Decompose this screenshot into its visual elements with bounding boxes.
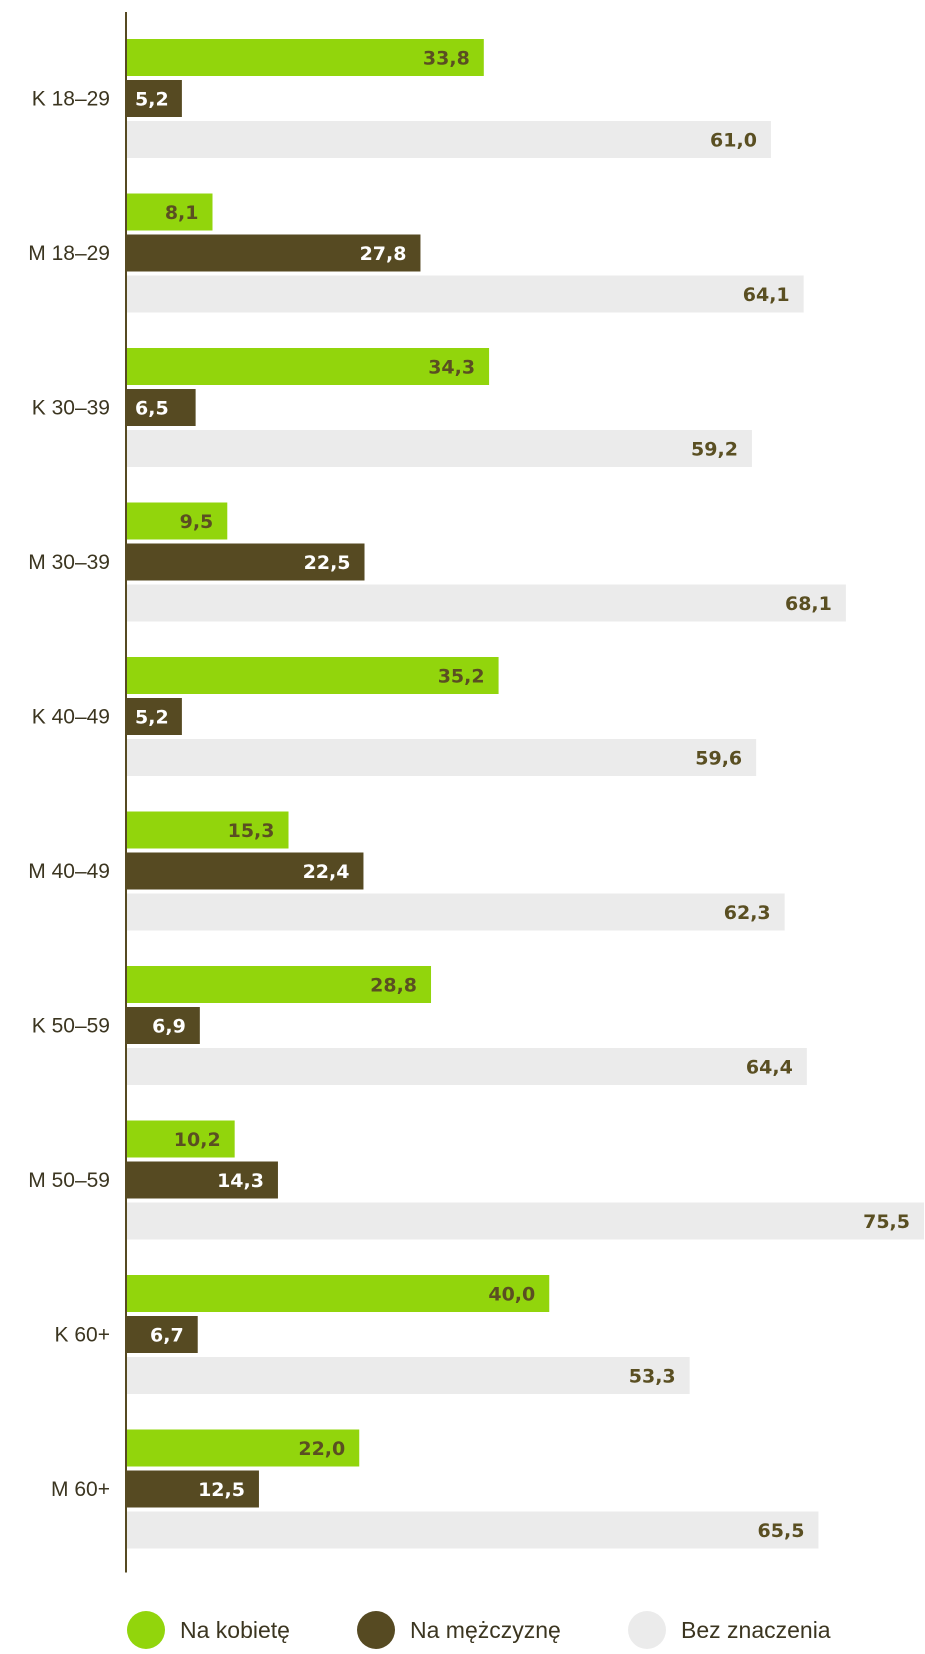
value-label-na-mężczyznę-5: 22,4 [303, 861, 350, 883]
bar-na-mężczyznę-5 [127, 852, 364, 890]
value-label-na-mężczyznę-8: 6,7 [150, 1325, 184, 1347]
category-label-9: M 60+ [51, 1478, 110, 1501]
bar-na-mężczyznę-6 [127, 1007, 200, 1044]
value-label-bez-znaczenia-2: 59,2 [691, 439, 738, 461]
legend-marker-bez-znaczenia [628, 1611, 666, 1649]
bar-na-kobietę-6 [127, 966, 432, 1003]
bar-bez-znaczenia-9 [127, 1511, 819, 1549]
category-label-8: K 60+ [55, 1324, 110, 1347]
bar-bez-znaczenia-8 [127, 1357, 690, 1394]
value-label-bez-znaczenia-6: 64,4 [746, 1057, 793, 1079]
value-label-na-kobietę-8: 40,0 [488, 1284, 535, 1306]
legend-label-na-kobietę: Na kobietę [180, 1617, 290, 1643]
bar-bez-znaczenia-3 [127, 584, 846, 622]
value-label-bez-znaczenia-9: 65,5 [758, 1520, 805, 1542]
bar-na-mężczyznę-8 [127, 1316, 198, 1353]
bar-na-mężczyznę-2 [127, 389, 196, 426]
value-label-bez-znaczenia-0: 61,0 [710, 130, 757, 152]
bar-na-kobietę-8 [127, 1275, 550, 1312]
value-label-na-kobietę-2: 34,3 [428, 357, 475, 379]
value-label-na-mężczyznę-0: 5,2 [135, 89, 169, 111]
legend-marker-na-mężczyznę [357, 1611, 395, 1649]
legend-marker-na-kobietę [127, 1611, 165, 1649]
value-label-na-kobietę-7: 10,2 [174, 1129, 221, 1151]
bar-na-mężczyznę-9 [127, 1470, 259, 1508]
bar-na-kobietę-9 [127, 1429, 360, 1467]
value-label-bez-znaczenia-8: 53,3 [629, 1366, 676, 1388]
bar-na-kobietę-7 [127, 1120, 235, 1158]
value-label-na-mężczyznę-3: 22,5 [304, 552, 351, 574]
bar-na-kobietę-3 [127, 502, 228, 540]
category-label-1: M 18–29 [28, 242, 110, 265]
category-label-7: M 50–59 [28, 1169, 110, 1192]
value-label-na-mężczyznę-6: 6,9 [152, 1016, 186, 1038]
bar-na-mężczyznę-7 [127, 1161, 278, 1199]
value-label-na-kobietę-4: 35,2 [438, 666, 485, 688]
value-label-na-mężczyznę-7: 14,3 [217, 1170, 264, 1192]
category-label-5: M 40–49 [28, 860, 110, 883]
legend-label-bez-znaczenia: Bez znaczenia [681, 1617, 831, 1643]
category-label-3: M 30–39 [28, 551, 110, 574]
bar-bez-znaczenia-7 [127, 1202, 924, 1240]
bar-bez-znaczenia-4 [127, 739, 757, 776]
bar-na-kobietę-2 [127, 348, 490, 385]
legend-label-na-mężczyznę: Na mężczyznę [410, 1617, 561, 1643]
bar-bez-znaczenia-2 [127, 430, 752, 467]
bar-bez-znaczenia-1 [127, 275, 804, 313]
bar-na-kobietę-1 [127, 193, 213, 231]
bar-na-kobietę-5 [127, 811, 289, 849]
value-label-na-kobietę-3: 9,5 [180, 511, 214, 533]
value-label-na-mężczyznę-2: 6,5 [135, 398, 169, 420]
category-label-4: K 40–49 [32, 706, 110, 729]
bar-na-kobietę-0 [127, 39, 484, 76]
value-label-na-kobietę-9: 22,0 [298, 1438, 345, 1460]
value-label-na-mężczyznę-1: 27,8 [360, 243, 407, 265]
value-label-na-kobietę-6: 28,8 [370, 975, 417, 997]
value-label-na-kobietę-5: 15,3 [228, 820, 275, 842]
bar-na-mężczyznę-0 [127, 80, 182, 117]
value-label-na-mężczyznę-9: 12,5 [198, 1479, 245, 1501]
bar-na-kobietę-4 [127, 657, 499, 694]
value-label-bez-znaczenia-3: 68,1 [785, 593, 832, 615]
value-label-bez-znaczenia-1: 64,1 [743, 284, 790, 306]
value-label-na-kobietę-1: 8,1 [165, 202, 199, 224]
category-label-6: K 50–59 [32, 1015, 110, 1038]
bar-bez-znaczenia-6 [127, 1048, 807, 1085]
bar-na-mężczyznę-1 [127, 234, 421, 272]
value-label-bez-znaczenia-7: 75,5 [863, 1211, 910, 1233]
value-label-bez-znaczenia-5: 62,3 [724, 902, 771, 924]
bar-na-mężczyznę-4 [127, 698, 182, 735]
bar-na-mężczyznę-3 [127, 543, 365, 581]
bar-bez-znaczenia-5 [127, 893, 785, 931]
bar-bez-znaczenia-0 [127, 121, 771, 158]
category-label-2: K 30–39 [32, 397, 110, 420]
value-label-bez-znaczenia-4: 59,6 [695, 748, 742, 770]
value-label-na-mężczyznę-4: 5,2 [135, 707, 169, 729]
value-label-na-kobietę-0: 33,8 [423, 48, 470, 70]
category-label-0: K 18–29 [32, 88, 110, 111]
